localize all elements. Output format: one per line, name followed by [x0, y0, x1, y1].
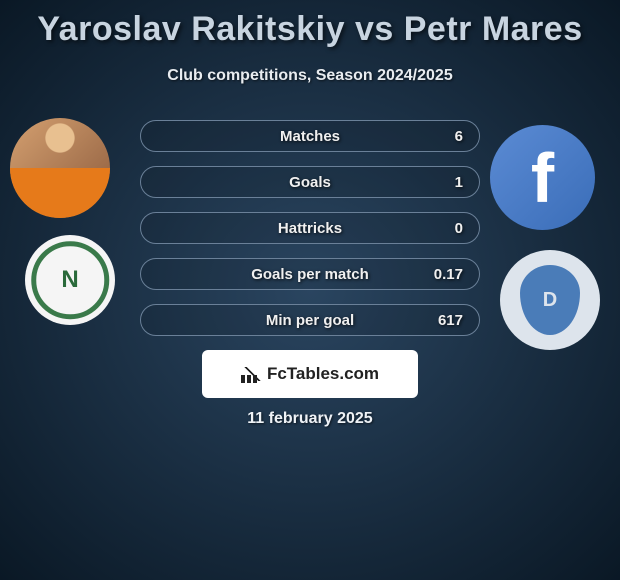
stat-value-right: 0.17: [434, 266, 463, 283]
stat-value-right: 6: [455, 128, 463, 145]
page-title: Yaroslav Rakitskiy vs Petr Mares: [0, 0, 620, 49]
stat-row: Goals per match 0.17: [140, 258, 480, 290]
footer-date: 11 february 2025: [0, 410, 620, 428]
stat-label: Hattricks: [278, 220, 342, 237]
player-left-photo: [10, 118, 110, 218]
stat-label: Min per goal: [266, 312, 354, 329]
player-right-photo: [490, 125, 595, 230]
page-subtitle: Club competitions, Season 2024/2025: [0, 67, 620, 85]
stat-label: Matches: [280, 128, 340, 145]
bar-chart-icon: [241, 365, 263, 383]
stat-value-right: 617: [438, 312, 463, 329]
attribution-badge: FcTables.com: [202, 350, 418, 398]
club-right-badge-icon: [500, 250, 600, 350]
stat-value-right: 1: [455, 174, 463, 191]
stat-label: Goals: [289, 174, 331, 191]
stat-label: Goals per match: [251, 266, 369, 283]
stat-row: Matches 6: [140, 120, 480, 152]
stats-panel: Matches 6 Goals 1 Hattricks 0 Goals per …: [140, 120, 480, 350]
stat-value-right: 0: [455, 220, 463, 237]
club-left-badge-icon: [25, 235, 115, 325]
stat-row: Min per goal 617: [140, 304, 480, 336]
stat-row: Hattricks 0: [140, 212, 480, 244]
stat-row: Goals 1: [140, 166, 480, 198]
attribution-text: FcTables.com: [267, 364, 379, 384]
